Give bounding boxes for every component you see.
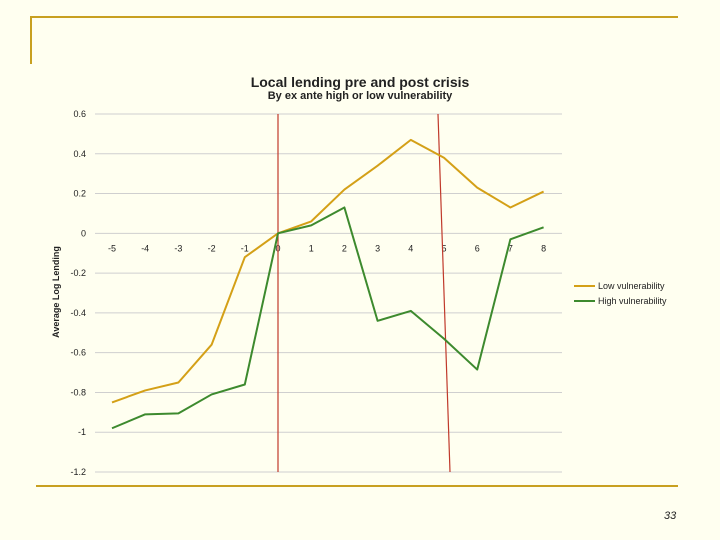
series-lines — [111, 138, 545, 430]
legend-label: Low vulnerability — [598, 281, 665, 291]
gridlines — [95, 113, 562, 473]
y-tick-label: -0.8 — [70, 387, 86, 397]
x-tick-label: -3 — [174, 243, 182, 253]
x-tick-label: 5 — [441, 243, 446, 253]
chart-title: Local lending pre and post crisis — [250, 74, 470, 90]
x-tick-labels: -5-4-3-2-1012345678 — [108, 243, 546, 253]
x-tick-label: 8 — [541, 243, 546, 253]
y-tick-label: -0.6 — [70, 348, 86, 358]
x-tick-label: -5 — [108, 243, 116, 253]
x-tick-label: 4 — [408, 243, 413, 253]
x-tick-label: 1 — [309, 243, 314, 253]
slide-frame-bottom — [36, 485, 678, 487]
y-tick-label: -0.2 — [70, 268, 86, 278]
x-tick-label: 7 — [508, 243, 513, 253]
vertical-marker-line — [437, 113, 451, 473]
slide-frame-left — [30, 16, 32, 64]
page-number: 33 — [664, 510, 677, 522]
vertical-markers — [277, 113, 451, 473]
slide-frame-top — [30, 16, 678, 18]
x-tick-label: -2 — [208, 243, 216, 253]
y-tick-label: 0.4 — [73, 149, 86, 159]
y-axis-label: Average Log Lending — [51, 246, 61, 338]
legend: Low vulnerability High vulnerability — [574, 281, 667, 306]
y-tick-labels: 0.6 0.4 0.2 0 -0.2 -0.4 -0.6 -0.8 -1 -1.2 — [70, 109, 86, 477]
y-tick-label: 0.6 — [73, 109, 86, 119]
series-line-1 — [111, 206, 544, 430]
y-tick-label: 0.2 — [73, 189, 86, 199]
x-tick-label: 2 — [342, 243, 347, 253]
chart-subtitle: By ex ante high or low vulnerability — [267, 90, 453, 102]
y-tick-label: 0 — [81, 228, 86, 238]
series-line-0 — [111, 138, 545, 404]
x-tick-label: 6 — [475, 243, 480, 253]
y-tick-label: -1 — [78, 427, 86, 437]
x-tick-label: 3 — [375, 243, 380, 253]
legend-label: High vulnerability — [598, 296, 667, 306]
x-tick-label: -1 — [241, 243, 249, 253]
y-tick-label: -1.2 — [70, 467, 86, 477]
y-tick-label: -0.4 — [70, 308, 86, 318]
x-tick-label: -4 — [141, 243, 149, 253]
